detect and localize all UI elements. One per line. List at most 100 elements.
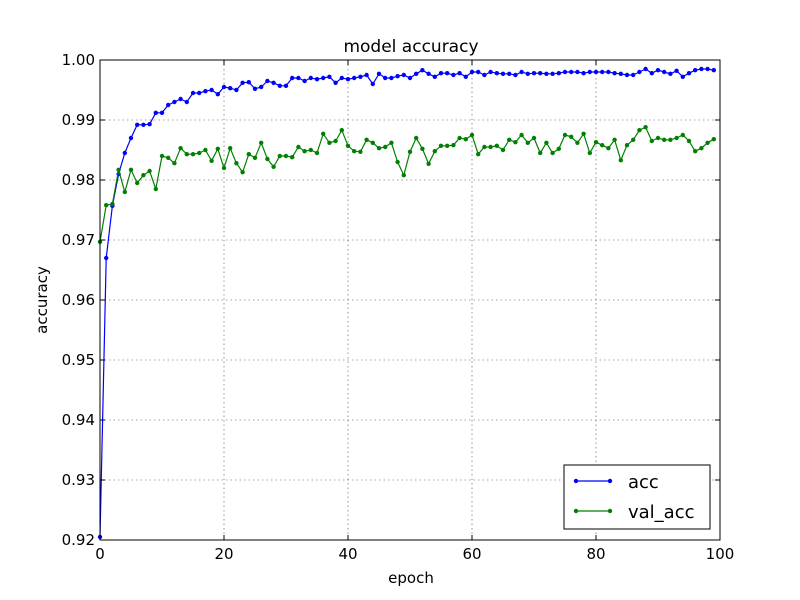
data-point-val-acc <box>389 140 394 145</box>
data-point-acc <box>252 86 258 92</box>
data-point-val-acc <box>172 161 177 166</box>
data-point-val-acc <box>445 143 450 148</box>
data-point-val-acc <box>426 161 431 166</box>
data-point-acc <box>469 69 475 75</box>
data-point-val-acc <box>631 137 636 142</box>
data-point-val-acc <box>283 153 289 159</box>
data-point-val-acc <box>618 158 623 163</box>
data-point-acc <box>525 71 530 77</box>
data-point-acc <box>321 75 326 81</box>
data-point-val-acc <box>203 147 208 153</box>
data-point-val-acc <box>525 140 530 145</box>
data-point-acc <box>383 75 388 81</box>
data-point-val-acc <box>383 144 388 150</box>
data-point-acc <box>302 78 307 84</box>
data-point-acc <box>104 255 109 261</box>
data-point-acc <box>593 69 599 75</box>
data-point-acc <box>494 71 499 76</box>
data-point-acc <box>606 69 611 75</box>
data-point-val-acc <box>314 150 320 156</box>
data-point-val-acc <box>178 146 183 151</box>
data-point-val-acc <box>128 167 134 172</box>
data-point-acc <box>705 66 710 72</box>
data-point-val-acc <box>420 146 425 151</box>
data-point-acc <box>668 71 673 77</box>
data-point-val-acc <box>488 144 493 150</box>
series-line-acc <box>99 68 714 538</box>
data-point-val-acc <box>345 143 351 148</box>
series-lines <box>97 66 716 540</box>
x-tick-label: 0 <box>95 545 105 563</box>
data-point-acc <box>327 74 332 80</box>
data-point-val-acc <box>110 201 115 207</box>
data-point-acc <box>699 66 704 72</box>
data-point-acc <box>166 102 171 108</box>
data-point-val-acc <box>104 203 109 208</box>
y-tick-label: 0.99 <box>62 111 95 129</box>
data-point-acc <box>147 122 152 127</box>
data-point-acc <box>401 72 406 78</box>
data-point-val-acc <box>451 143 456 148</box>
data-point-acc <box>544 71 549 77</box>
data-point-acc <box>649 71 654 76</box>
data-point-val-acc <box>265 156 270 162</box>
x-tick-label: 20 <box>214 545 233 563</box>
data-point-val-acc <box>637 128 642 133</box>
data-point-acc <box>575 69 580 75</box>
data-point-acc <box>314 77 320 82</box>
data-point-acc <box>569 69 574 75</box>
data-point-val-acc <box>370 140 375 145</box>
data-point-val-acc <box>711 137 716 142</box>
data-point-acc <box>296 75 301 81</box>
data-point-acc <box>562 69 568 75</box>
data-point-acc <box>531 71 537 76</box>
data-point-val-acc <box>655 135 661 141</box>
data-point-val-acc <box>135 180 140 186</box>
legend-val-acc-marker-1 <box>573 508 579 514</box>
data-point-val-acc <box>209 158 214 163</box>
data-point-val-acc <box>500 147 506 153</box>
data-point-acc <box>197 90 202 96</box>
data-point-val-acc <box>649 138 654 144</box>
data-point-val-acc <box>432 149 437 154</box>
data-point-val-acc <box>116 167 121 172</box>
data-point-acc <box>631 72 636 78</box>
data-point-acc <box>581 71 586 76</box>
data-point-acc <box>221 84 227 90</box>
data-point-acc <box>612 71 617 76</box>
data-point-val-acc <box>190 152 196 157</box>
data-point-val-acc <box>600 143 605 148</box>
data-point-val-acc <box>476 152 481 157</box>
data-point-acc <box>538 71 543 76</box>
data-point-val-acc <box>153 186 158 192</box>
data-point-acc <box>246 80 251 85</box>
x-tick-label: 80 <box>586 545 605 563</box>
data-point-acc <box>172 99 177 105</box>
data-point-val-acc <box>693 149 698 154</box>
data-point-val-acc <box>662 137 667 142</box>
data-point-acc <box>550 71 555 77</box>
data-point-val-acc <box>438 143 444 148</box>
data-point-acc <box>358 74 363 80</box>
data-point-val-acc <box>333 138 338 144</box>
data-point-val-acc <box>556 146 561 151</box>
data-point-val-acc <box>569 134 574 139</box>
data-point-acc <box>283 83 289 89</box>
data-point-acc <box>618 71 623 77</box>
data-point-val-acc <box>395 159 400 165</box>
data-point-val-acc <box>277 153 282 159</box>
data-point-val-acc <box>705 140 710 145</box>
legend-acc-marker-1 <box>573 478 579 484</box>
data-point-acc <box>135 122 140 128</box>
data-point-acc <box>364 72 369 78</box>
data-point-acc <box>488 69 493 75</box>
grid-lines <box>100 60 720 540</box>
data-point-val-acc <box>469 132 475 138</box>
data-point-val-acc <box>141 173 146 178</box>
data-point-val-acc <box>184 152 189 157</box>
data-point-acc <box>457 71 462 76</box>
data-point-acc <box>643 66 648 72</box>
x-tick-label: 40 <box>338 545 357 563</box>
data-point-val-acc <box>296 144 301 150</box>
data-point-val-acc <box>321 131 326 136</box>
